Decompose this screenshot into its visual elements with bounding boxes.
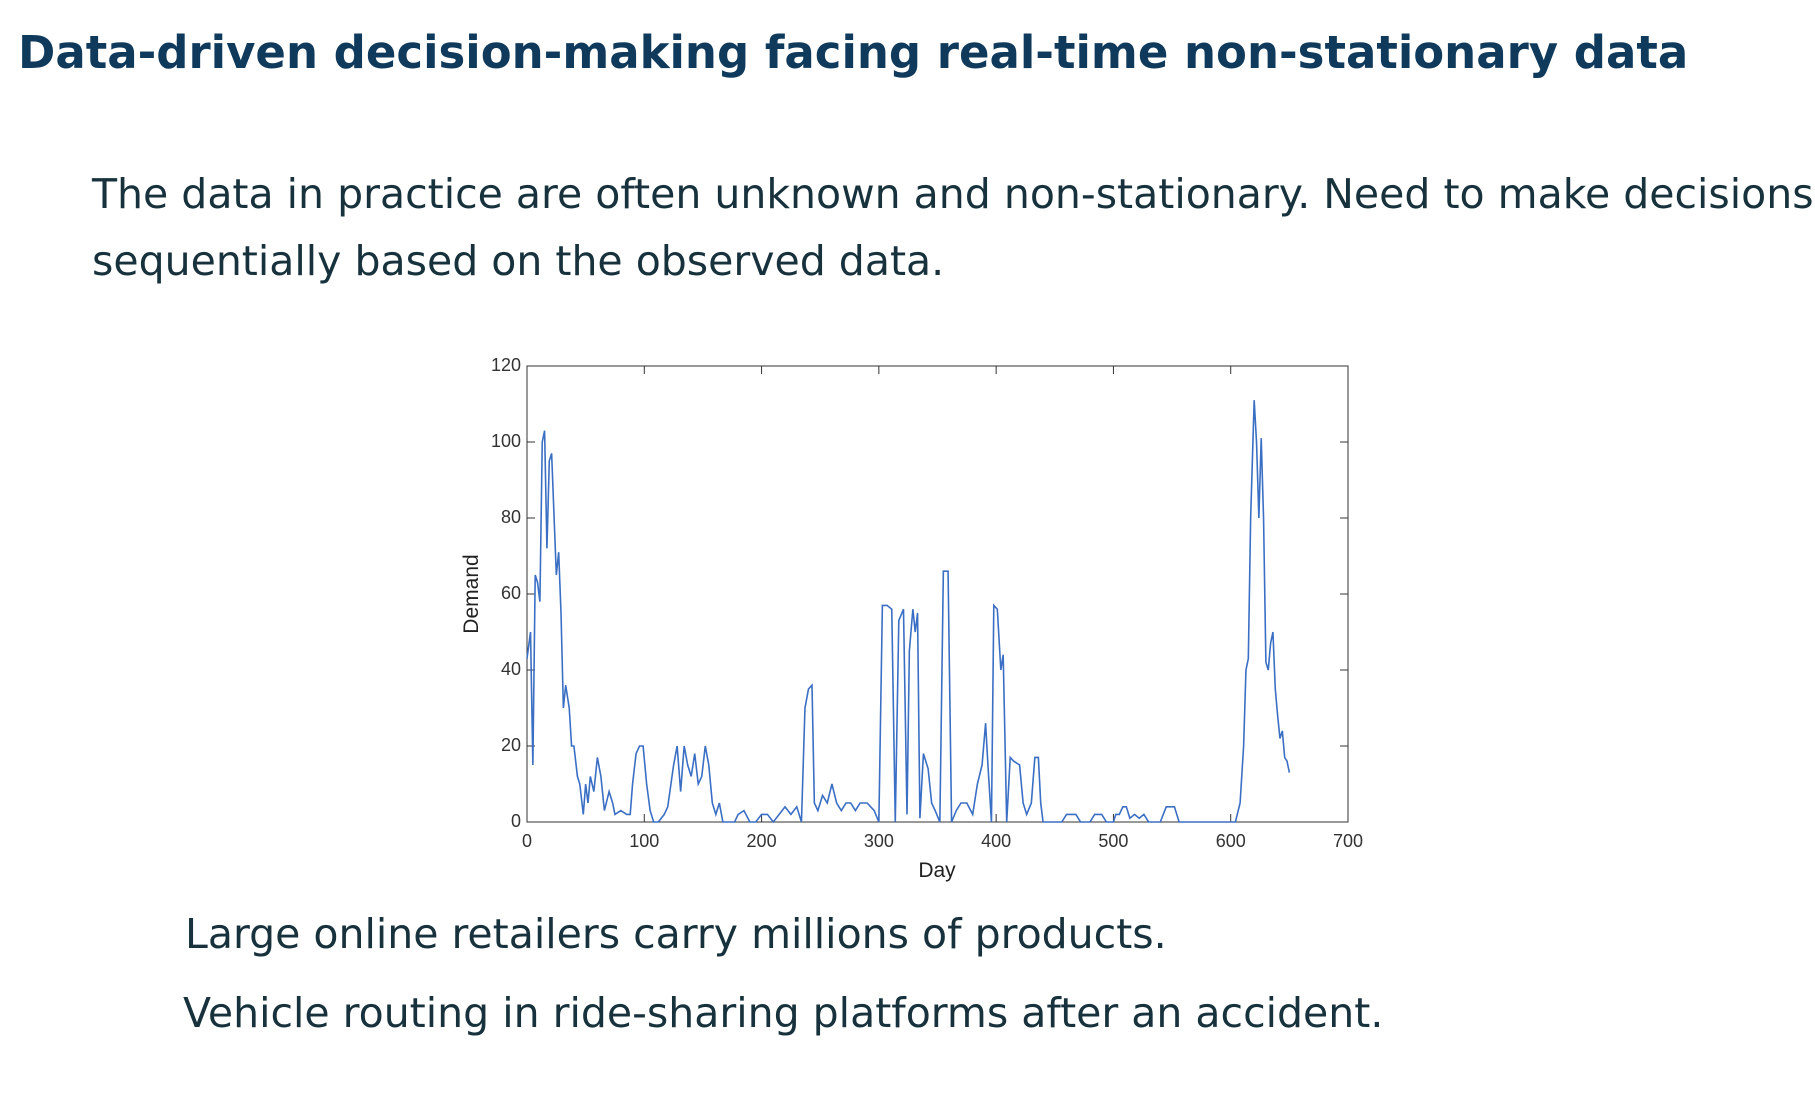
body-line: sequentially based on the observed data. [92,237,944,285]
y-tick-label: 80 [501,507,521,527]
y-tick-label: 60 [501,583,521,603]
list-item: Large online retailers carry millions of… [185,910,1167,958]
x-tick-label: 700 [1333,831,1363,851]
y-tick-label: 20 [501,735,521,755]
y-tick-label: 120 [491,355,521,375]
y-tick-label: 40 [501,659,521,679]
x-tick-label: 500 [1098,831,1128,851]
x-tick-label: 600 [1216,831,1246,851]
y-axis-label: Demand [460,554,483,633]
y-tick-label: 100 [491,431,521,451]
x-tick-label: 200 [747,831,777,851]
demand-line [526,400,1291,824]
x-tick-label: 300 [864,831,894,851]
slide-title: Data-driven decision-making facing real-… [18,26,1688,79]
list-item: Vehicle routing in ride-sharing platform… [183,989,1383,1037]
x-tick-label: 100 [629,831,659,851]
x-axis-label: Day [918,859,956,882]
x-tick-label: 0 [522,831,532,851]
body-line: The data in practice are often unknown a… [91,170,1814,218]
y-tick-label: 0 [511,811,521,831]
x-tick-label: 400 [981,831,1011,851]
plot-frame [526,365,1349,823]
